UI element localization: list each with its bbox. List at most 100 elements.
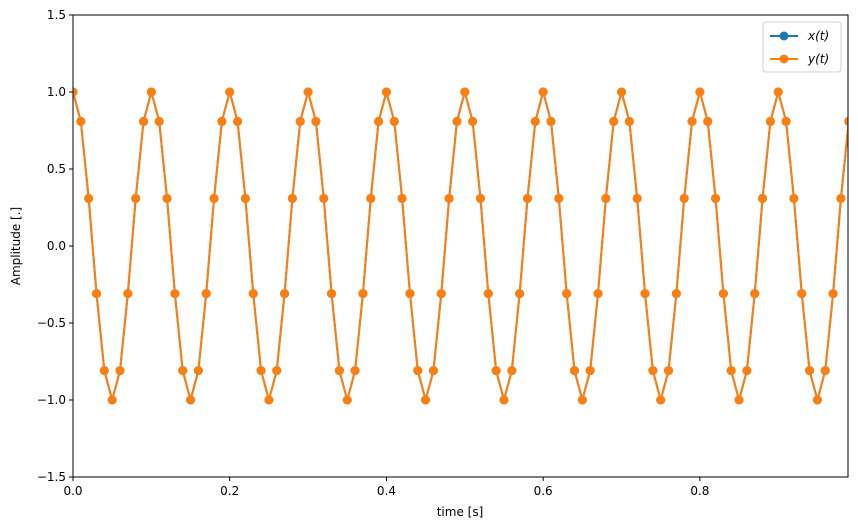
data-point-marker — [742, 366, 752, 376]
y-axis: −1.5 −1.0 −0.5 0.0 0.5 1.0 1.5 — [37, 8, 73, 484]
data-point-marker — [107, 395, 117, 405]
data-point-marker — [773, 87, 783, 97]
data-point-marker — [131, 193, 141, 203]
data-point-marker — [499, 395, 509, 405]
legend-label-x: x(t) — [807, 29, 829, 43]
legend-entry-y: y(t) — [770, 52, 829, 66]
data-point-marker — [570, 366, 579, 376]
data-point-marker — [327, 289, 337, 299]
data-point-marker — [170, 289, 180, 299]
series-layer — [73, 87, 848, 405]
data-point-marker — [397, 193, 407, 203]
data-point-marker — [217, 116, 227, 126]
data-point-marker — [233, 116, 243, 126]
data-point-marker — [679, 193, 689, 203]
data-point-marker — [617, 87, 627, 97]
data-point-marker — [656, 395, 666, 405]
legend-marker-icon — [779, 31, 789, 41]
data-point-marker — [201, 289, 211, 299]
data-point-marker — [436, 289, 446, 299]
axes-frame — [72, 14, 849, 478]
data-point-marker — [186, 395, 196, 405]
data-point-marker — [350, 366, 360, 376]
y-tick-label: 0.0 — [47, 239, 66, 253]
data-point-marker — [805, 366, 815, 376]
y-tick-label: 0.5 — [47, 162, 66, 176]
data-point-marker — [483, 289, 493, 299]
data-point-marker — [546, 116, 556, 126]
data-point-marker — [92, 289, 102, 299]
data-point-marker — [530, 116, 540, 126]
y-tick-label: −1.5 — [37, 470, 66, 484]
data-point-marker — [585, 366, 595, 376]
data-point-marker — [366, 193, 376, 203]
data-point-marker — [758, 193, 768, 203]
legend-label-y: y(t) — [807, 52, 829, 66]
data-point-marker — [358, 289, 368, 299]
data-point-marker — [844, 116, 848, 126]
data-point-marker — [718, 289, 728, 299]
data-point-marker — [538, 87, 548, 97]
data-point-marker — [664, 366, 674, 376]
x-tick-label: 0.4 — [377, 484, 396, 498]
data-point-marker — [812, 395, 822, 405]
data-point-marker — [624, 116, 634, 126]
y-tick-label: 1.0 — [47, 85, 66, 99]
data-point-marker — [123, 289, 133, 299]
data-point-marker — [428, 366, 438, 376]
y-axis-label: Amplitude [.] — [9, 207, 23, 286]
data-point-marker — [554, 193, 564, 203]
data-point-marker — [76, 116, 86, 126]
data-point-marker — [687, 116, 697, 126]
data-point-marker — [726, 366, 736, 376]
data-point-marker — [475, 193, 485, 203]
data-point-marker — [562, 289, 572, 299]
data-point-marker — [820, 366, 830, 376]
y-tick-label: −0.5 — [37, 316, 66, 330]
data-point-marker — [311, 116, 321, 126]
data-point-marker — [287, 193, 297, 203]
x-tick-label: 0.2 — [220, 484, 239, 498]
x-tick-label: 0.8 — [690, 484, 709, 498]
plot-area — [73, 87, 848, 405]
data-point-marker — [671, 289, 681, 299]
data-point-marker — [272, 366, 282, 376]
data-point-marker — [319, 193, 329, 203]
data-point-marker — [248, 289, 258, 299]
data-point-marker — [491, 366, 501, 376]
data-point-marker — [765, 116, 775, 126]
data-point-marker — [421, 395, 431, 405]
data-point-marker — [444, 193, 454, 203]
data-point-marker — [703, 116, 713, 126]
data-point-marker — [632, 193, 642, 203]
series-1 — [73, 87, 848, 405]
legend-box — [762, 21, 842, 73]
data-point-marker — [381, 87, 391, 97]
data-point-marker — [468, 116, 478, 126]
data-point-marker — [334, 366, 344, 376]
data-point-marker — [225, 87, 235, 97]
data-point-marker — [389, 116, 399, 126]
series-line — [73, 91, 848, 401]
data-point-marker — [797, 289, 807, 299]
data-point-marker — [295, 116, 305, 126]
data-point-marker — [640, 289, 650, 299]
data-point-marker — [178, 366, 188, 376]
data-point-marker — [154, 116, 164, 126]
data-point-marker — [515, 289, 525, 299]
data-point-marker — [303, 87, 313, 97]
data-point-marker — [162, 193, 172, 203]
legend-marker-icon — [779, 54, 789, 64]
x-axis: 0.0 0.2 0.4 0.6 0.8 — [63, 477, 709, 498]
data-point-marker — [374, 116, 384, 126]
y-tick-label: −1.0 — [37, 393, 66, 407]
data-point-marker — [648, 366, 658, 376]
data-point-marker — [264, 395, 274, 405]
legend: x(t) y(t) — [762, 21, 842, 73]
data-point-marker — [73, 87, 78, 97]
data-point-marker — [280, 289, 290, 299]
data-point-marker — [507, 366, 517, 376]
data-point-marker — [413, 366, 423, 376]
series-0 — [73, 87, 848, 405]
data-point-marker — [789, 193, 799, 203]
